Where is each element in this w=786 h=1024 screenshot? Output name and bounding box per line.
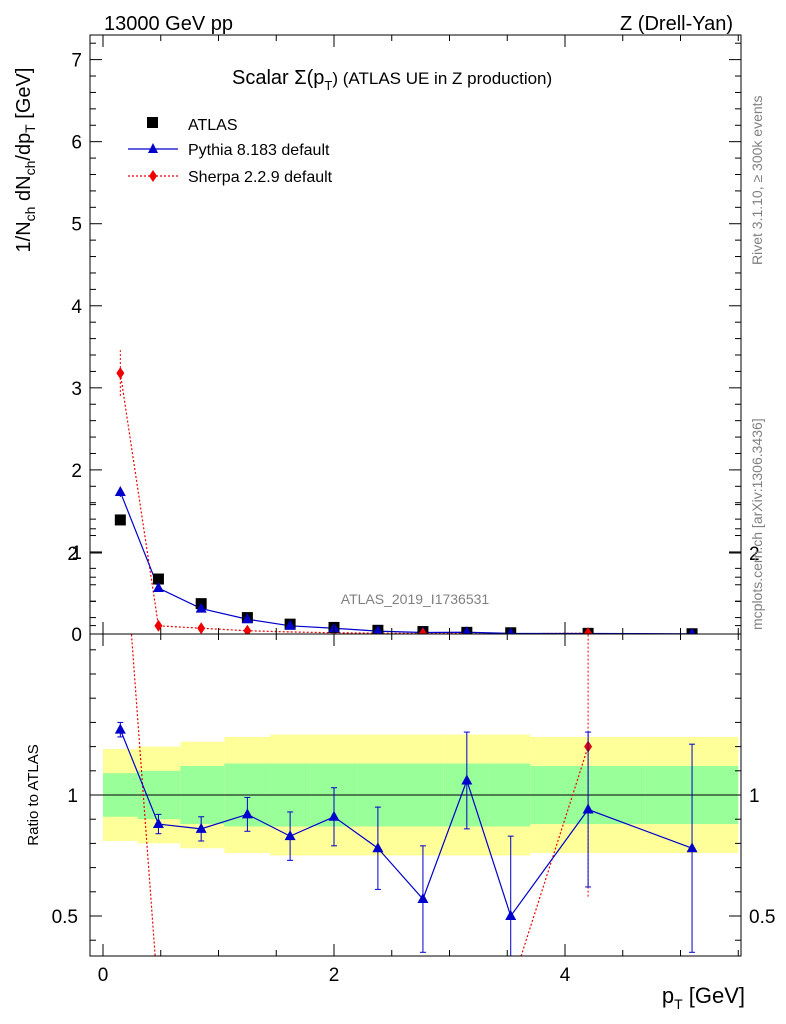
pythia-point xyxy=(241,613,253,624)
pythia-ratio-point xyxy=(241,808,253,819)
main-y-tick-label: 0 xyxy=(71,625,82,646)
ratio-y-tick-label-right: 0.5 xyxy=(749,907,775,928)
main-y-tick-label: 3 xyxy=(71,379,82,400)
legend: ATLAS Pythia 8.183 default Sherpa 2.2.9 … xyxy=(128,117,333,186)
legend-pythia-marker xyxy=(148,143,158,153)
pythia-point xyxy=(152,582,164,593)
pythia-ratio-point xyxy=(417,893,429,904)
pythia-ratio-line xyxy=(119,729,693,918)
sherpa-point xyxy=(243,624,252,634)
main-y-tick-label: 6 xyxy=(71,133,82,154)
legend-atlas-marker xyxy=(147,117,158,128)
main-y-tick-label: 1 xyxy=(71,543,82,564)
main-y-tick-label: 4 xyxy=(71,297,82,318)
rivet-label: Rivet 3.1.10, ≥ 300k events xyxy=(749,95,765,265)
pythia-point xyxy=(373,625,383,634)
ratio-y-tick-label: 2 xyxy=(67,544,78,565)
sherpa-point xyxy=(418,627,427,634)
legend-sherpa-label: Sherpa 2.2.9 default xyxy=(188,169,333,186)
pythia-ratio-point xyxy=(582,803,594,814)
pythia-ratio-point xyxy=(284,830,296,841)
pythia-ratio-point xyxy=(328,810,340,821)
ratio-y-tick-label-right: 1 xyxy=(749,786,760,807)
ratio-y-axis-label: Ratio to ATLAS xyxy=(25,744,42,845)
sherpa-point xyxy=(197,622,206,634)
main-panel: 0 1 2 3 4 5 6 7 xyxy=(71,34,742,646)
pythia-point xyxy=(688,627,696,634)
ratio-panel: 0 2 40.5 0.51 12 2 xyxy=(52,504,775,986)
pythia-ratio-point xyxy=(461,774,473,785)
pythia-ratio-point xyxy=(195,822,207,833)
atlas-point xyxy=(114,514,126,526)
process-label: Z (Drell-Yan) xyxy=(620,13,733,35)
plot-title: Scalar Σ(pT) (ATLAS UE in Z production) xyxy=(232,67,552,93)
sherpa-point xyxy=(116,367,125,380)
x-tick-label: 4 xyxy=(560,965,571,986)
ratio-y-tick-label: 1 xyxy=(67,786,78,807)
pythia-ratio-point xyxy=(372,842,384,853)
pythia-point xyxy=(507,627,515,634)
ratio-y-tick-label: 0.5 xyxy=(52,907,78,928)
pythia-ratio-point xyxy=(152,818,164,829)
pythia-point xyxy=(195,602,207,613)
legend-atlas-label: ATLAS xyxy=(188,117,238,134)
pythia-point xyxy=(284,619,296,630)
sherpa-line xyxy=(119,372,589,634)
main-y-axis-label: 1/Nch dNch/dpT [GeV] xyxy=(13,68,38,253)
legend-pythia-label: Pythia 8.183 default xyxy=(188,142,330,159)
main-y-tick-label: 2 xyxy=(71,461,82,482)
sherpa-point xyxy=(584,627,593,634)
pythia-point xyxy=(462,626,472,634)
pythia-ratio-point xyxy=(505,910,517,920)
atlas-point xyxy=(152,573,164,585)
pythia-line xyxy=(119,491,693,634)
main-y-tick-label: 7 xyxy=(71,51,82,72)
pythia-ratio-point xyxy=(686,842,698,853)
x-tick-label: 2 xyxy=(329,965,340,986)
mcplots-label: mcplots.cern.ch [arXiv:1306.3436] xyxy=(749,418,765,630)
energy-label: 13000 GeV pp xyxy=(104,13,233,35)
legend-sherpa-marker xyxy=(149,170,157,182)
ratio-y-tick-label-right: 2 xyxy=(749,544,760,565)
x-tick-label: 0 xyxy=(98,965,109,986)
main-y-tick-label: 5 xyxy=(71,215,82,236)
pythia-point xyxy=(114,486,126,497)
x-axis-label: pT [GeV] xyxy=(662,983,745,1012)
analysis-label: ATLAS_2019_I1736531 xyxy=(341,591,490,607)
pythia-ratio-point xyxy=(114,723,126,734)
